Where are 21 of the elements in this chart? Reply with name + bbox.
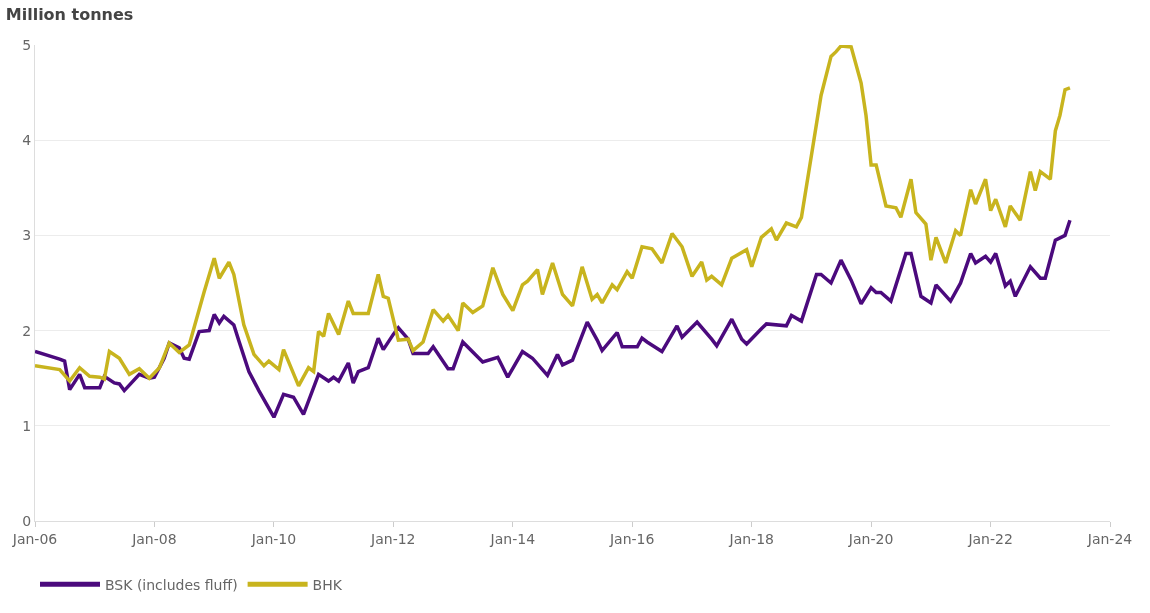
- x-tick-label: Jan-20: [847, 530, 894, 547]
- y-tick-label: 2: [22, 322, 32, 339]
- x-tick-label: Jan-08: [131, 530, 177, 547]
- x-tick-label: Jan-14: [489, 530, 536, 547]
- x-tick-label: Jan-22: [967, 530, 1013, 547]
- y-tick-label: 0: [22, 512, 32, 529]
- x-tick-label: Jan-06: [11, 530, 58, 547]
- x-tick-label: Jan-16: [608, 530, 655, 547]
- chart-title: Million tonnes: [5, 5, 134, 25]
- legend-label: BSK (includes fluff): [105, 576, 238, 593]
- line-series: [35, 45, 1072, 388]
- x-tick-label: Jan-12: [370, 530, 416, 547]
- x-tick-label: Jan-10: [250, 530, 297, 547]
- y-tick-label: 5: [22, 36, 32, 53]
- legend-label: BHK: [312, 576, 343, 593]
- x-tick-label: Jan-18: [728, 530, 774, 547]
- x-tick-label: Jan-24: [1086, 530, 1133, 547]
- y-tick-label: 3: [22, 227, 32, 244]
- y-tick-label: 4: [22, 132, 32, 149]
- y-tick-label: 1: [22, 417, 32, 434]
- line-series: [35, 218, 1072, 419]
